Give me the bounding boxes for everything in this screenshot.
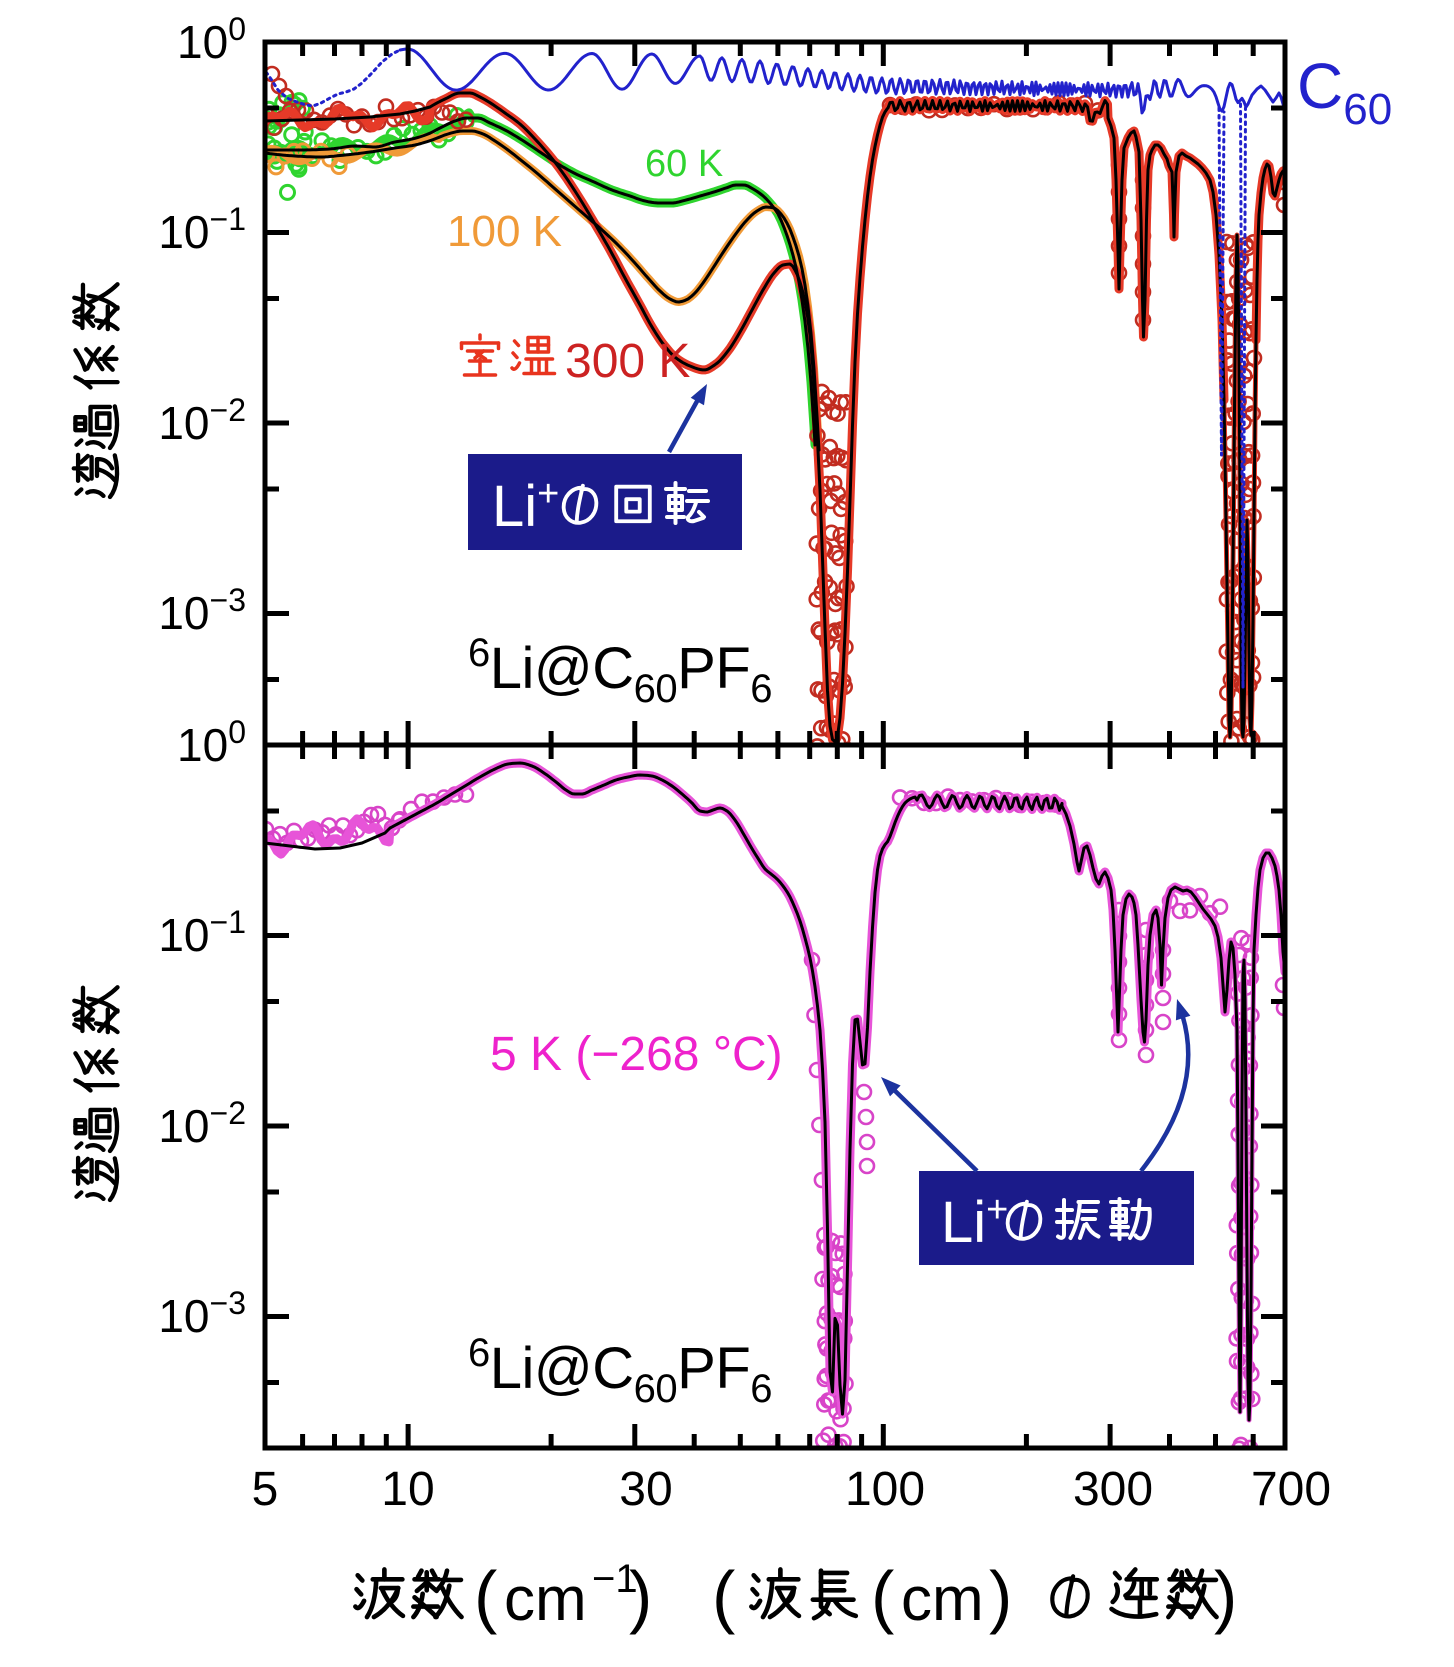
svg-text:): ) (989, 1557, 1012, 1635)
svg-text:6Li@C60PF6: 6Li@C60PF6 (468, 631, 772, 711)
svg-text:cm: cm (504, 1565, 587, 1634)
svg-text:10: 10 (381, 1463, 434, 1516)
svg-text:300: 300 (1073, 1463, 1153, 1516)
svg-text:700: 700 (1251, 1463, 1331, 1516)
svg-text:6Li@C60PF6: 6Li@C60PF6 (468, 1331, 772, 1411)
svg-text:(: ( (712, 1557, 735, 1635)
svg-text:10−2: 10−2 (158, 392, 246, 449)
svg-text:300 K: 300 K (565, 335, 690, 388)
svg-text:cm: cm (901, 1565, 984, 1634)
svg-text:100 K: 100 K (447, 207, 562, 256)
svg-text:5 K (−268 °C): 5 K (−268 °C) (490, 1028, 783, 1081)
svg-text:5: 5 (252, 1463, 279, 1516)
svg-text:100: 100 (845, 1463, 925, 1516)
svg-text:−1: −1 (592, 1557, 638, 1601)
svg-text:): ) (629, 1557, 652, 1635)
svg-text:30: 30 (619, 1463, 672, 1516)
svg-text:): ) (1214, 1557, 1237, 1635)
svg-text:(: ( (474, 1557, 497, 1635)
svg-text:(: ( (871, 1557, 894, 1635)
svg-text:60 K: 60 K (645, 143, 723, 185)
